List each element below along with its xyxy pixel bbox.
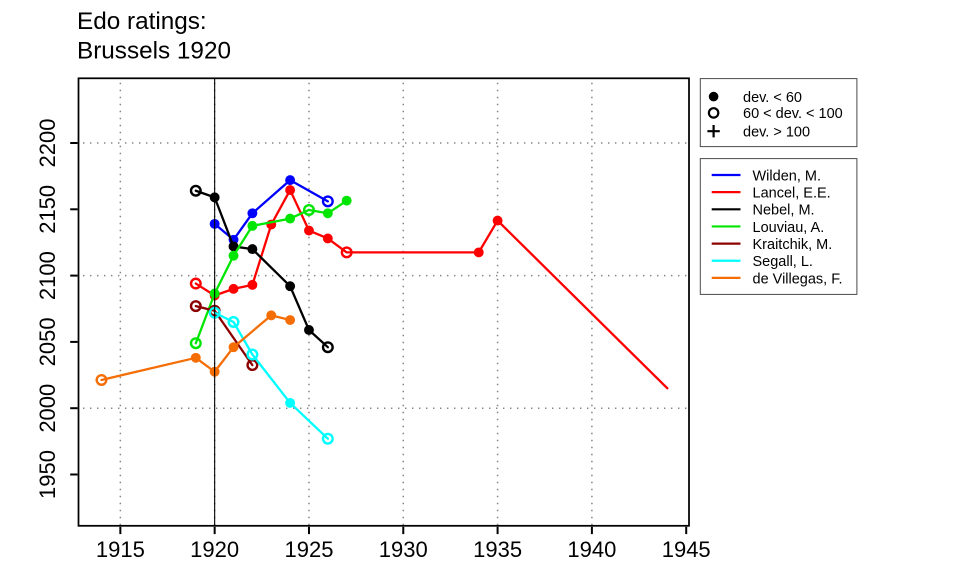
svg-text:2150: 2150 <box>35 185 60 234</box>
svg-text:Lancel, E.E.: Lancel, E.E. <box>753 186 831 202</box>
svg-text:2200: 2200 <box>35 119 60 168</box>
svg-text:1925: 1925 <box>284 537 333 562</box>
svg-text:Wilden, M.: Wilden, M. <box>753 168 822 184</box>
svg-text:Brussels 1920: Brussels 1920 <box>77 38 231 65</box>
svg-text:1920: 1920 <box>190 537 239 562</box>
svg-text:de Villegas, F.: de Villegas, F. <box>753 271 843 287</box>
svg-text:2100: 2100 <box>35 251 60 300</box>
svg-text:1915: 1915 <box>96 537 145 562</box>
svg-text:Edo ratings:: Edo ratings: <box>77 8 207 35</box>
svg-text:1930: 1930 <box>379 537 428 562</box>
svg-text:Kraitchik, M.: Kraitchik, M. <box>753 237 833 253</box>
svg-text:1940: 1940 <box>567 537 616 562</box>
svg-text:1935: 1935 <box>473 537 522 562</box>
svg-text:dev. < 60: dev. < 60 <box>743 90 802 106</box>
svg-text:2050: 2050 <box>35 317 60 366</box>
svg-text:Louviau, A.: Louviau, A. <box>753 220 825 236</box>
svg-text:2000: 2000 <box>35 384 60 433</box>
svg-text:60 < dev. < 100: 60 < dev. < 100 <box>743 106 843 122</box>
svg-text:1945: 1945 <box>662 537 711 562</box>
svg-text:Nebel, M.: Nebel, M. <box>753 203 815 219</box>
svg-text:Segall, L.: Segall, L. <box>753 254 813 270</box>
svg-text:dev. > 100: dev. > 100 <box>743 124 810 140</box>
svg-text:1950: 1950 <box>35 450 60 499</box>
